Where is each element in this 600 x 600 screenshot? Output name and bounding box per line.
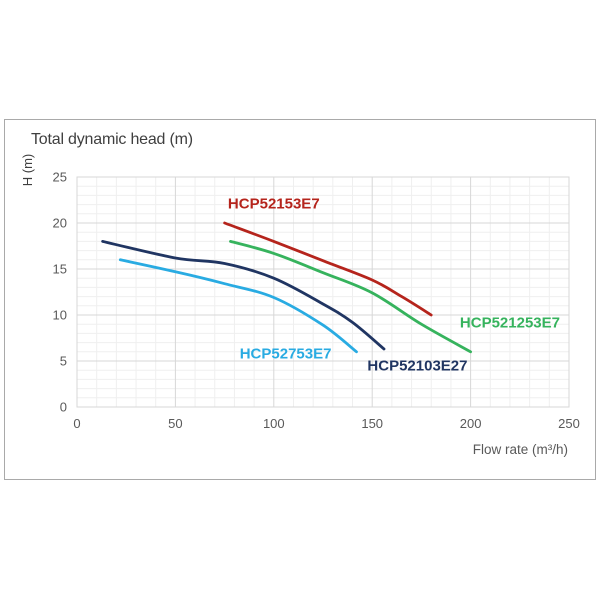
x-tick-label: 250	[558, 416, 580, 431]
x-tick-label: 0	[73, 416, 80, 431]
chart-frame: Total dynamic head (m) H (m) 0 5 10 15 20 25 0…	[4, 119, 596, 480]
curve-hcp52153e7	[223, 221, 433, 317]
chart-title: Total dynamic head (m)	[31, 131, 193, 148]
series-label-hcp52103e27: HCP52103E27	[367, 357, 468, 375]
series-label-hcp52753e7: HCP52753E7	[239, 345, 332, 363]
y-tick-label: 15	[53, 262, 67, 277]
y-tick-label: 20	[53, 216, 67, 231]
curve-hcp521253e7	[229, 240, 472, 354]
series-label-hcp52153e7: HCP52153E7	[227, 195, 320, 213]
x-tick-label: 100	[263, 416, 285, 431]
x-axis-title: Flow rate (m³/h)	[472, 442, 568, 457]
y-tick-label: 5	[60, 354, 67, 369]
plot-border	[76, 176, 570, 408]
curve-hcp52753e7	[118, 258, 358, 354]
x-tick-label: 50	[168, 416, 182, 431]
x-tick-label: 200	[460, 416, 482, 431]
series-label-hcp521253e7: HCP521253E7	[459, 314, 560, 332]
y-tick-label: 0	[60, 400, 67, 415]
curve-hcp52103e27	[101, 240, 386, 351]
x-tick-label: 150	[361, 416, 383, 431]
y-tick-label: 25	[53, 170, 67, 185]
y-tick-label: 10	[53, 308, 67, 323]
